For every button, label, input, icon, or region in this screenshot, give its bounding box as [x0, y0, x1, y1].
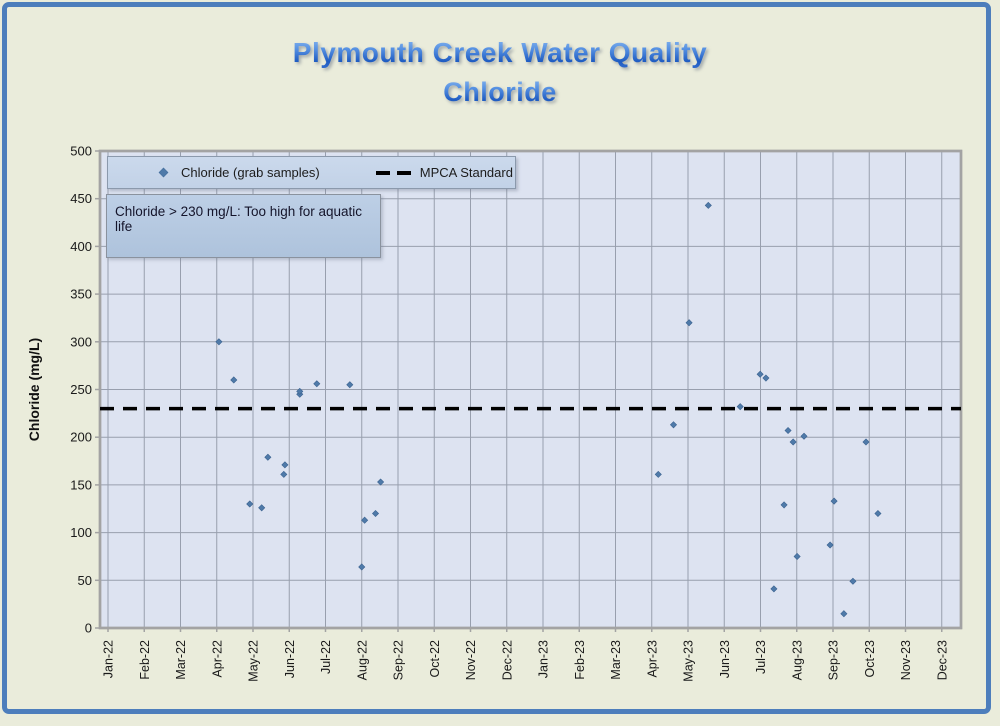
data-point	[361, 516, 369, 524]
legend-item-chloride: Chloride (grab samples)	[158, 165, 320, 180]
data-point	[296, 387, 304, 395]
data-point	[789, 438, 797, 446]
y-axis-title: Chloride (mg/L)	[26, 338, 42, 441]
x-tick-label: Jun-22	[283, 640, 297, 678]
data-point	[736, 403, 744, 411]
data-point	[281, 461, 289, 469]
data-point	[704, 201, 712, 209]
x-tick-label: Oct-23	[863, 640, 877, 678]
x-tick-label: Apr-22	[210, 640, 224, 678]
data-point	[780, 501, 788, 509]
data-point	[685, 319, 693, 327]
data-point	[377, 478, 385, 486]
x-tick-label: Mar-23	[609, 640, 623, 680]
x-tick-label: Sep-23	[827, 640, 841, 680]
x-tick-label: Mar-22	[174, 640, 188, 680]
x-tick-label: Feb-23	[573, 640, 587, 680]
x-tick-label: Feb-22	[138, 640, 152, 680]
legend-item-mpca: MPCA Standard	[375, 165, 513, 180]
x-tick-label: Jan-22	[102, 640, 116, 678]
y-tick-label: 400	[70, 239, 92, 254]
x-tick-label: Dec-22	[500, 640, 514, 680]
data-point	[280, 470, 288, 478]
x-tick-label: Jan-23	[537, 640, 551, 678]
data-point	[372, 509, 380, 518]
y-tick-label: 450	[70, 191, 92, 206]
threshold-annotation: Chloride > 230 mg/L: Too high for aquati…	[106, 194, 381, 258]
y-tick-label: 100	[70, 525, 92, 540]
data-point	[313, 380, 321, 388]
threshold-annotation-text: Chloride > 230 mg/L: Too high for aquati…	[115, 204, 363, 234]
x-tick-label: Apr-23	[645, 640, 659, 678]
x-tick-label: Jul-23	[754, 640, 768, 674]
data-point	[784, 426, 792, 435]
data-point	[358, 563, 366, 571]
chart-legend: Chloride (grab samples) MPCA Standard	[107, 156, 516, 189]
data-point	[770, 585, 778, 593]
data-point	[800, 432, 808, 440]
data-point	[669, 421, 678, 429]
data-point	[840, 610, 848, 618]
data-point	[258, 504, 266, 512]
data-point	[264, 453, 272, 461]
x-tick-label: May-23	[682, 640, 696, 682]
x-tick-label: Aug-22	[355, 640, 369, 680]
x-tick-label: May-22	[247, 640, 261, 682]
x-tick-label: Dec-23	[935, 640, 949, 680]
x-tick-label: Jul-22	[319, 640, 333, 674]
data-point	[849, 577, 857, 585]
y-tick-label: 350	[70, 287, 92, 302]
data-point	[830, 497, 838, 505]
y-tick-label: 500	[70, 144, 92, 159]
chart-title: Plymouth Creek Water Quality Chloride	[0, 34, 1000, 110]
data-point	[246, 500, 254, 508]
x-tick-label: Nov-22	[464, 640, 478, 680]
dashed-line-icon	[375, 170, 411, 175]
data-point	[230, 376, 238, 384]
data-point	[215, 338, 223, 346]
legend-label-mpca: MPCA Standard	[419, 165, 513, 180]
data-point	[793, 552, 801, 560]
data-point	[862, 438, 870, 446]
y-tick-label: 50	[78, 573, 92, 588]
x-tick-label: Jun-23	[718, 640, 732, 678]
y-tick-label: 200	[70, 430, 92, 445]
y-tick-label: 250	[70, 382, 92, 397]
data-point	[654, 470, 662, 478]
x-tick-label: Sep-22	[392, 640, 406, 680]
chart-title-line1: Plymouth Creek Water Quality	[293, 34, 707, 72]
diamond-marker-icon	[158, 167, 169, 178]
y-tick-label: 0	[85, 621, 92, 636]
data-point	[874, 509, 882, 518]
y-tick-label: 300	[70, 334, 92, 349]
y-tick-label: 150	[70, 477, 92, 492]
chart-title-line2: Chloride	[443, 74, 557, 110]
plot-border	[98, 149, 963, 630]
data-point	[756, 370, 764, 378]
x-tick-label: Nov-23	[899, 640, 913, 680]
data-point	[826, 541, 834, 549]
data-point	[346, 381, 354, 389]
x-tick-label: Oct-22	[428, 640, 442, 678]
data-point	[762, 374, 770, 382]
x-tick-label: Aug-23	[790, 640, 804, 680]
legend-label-chloride: Chloride (grab samples)	[181, 165, 320, 180]
